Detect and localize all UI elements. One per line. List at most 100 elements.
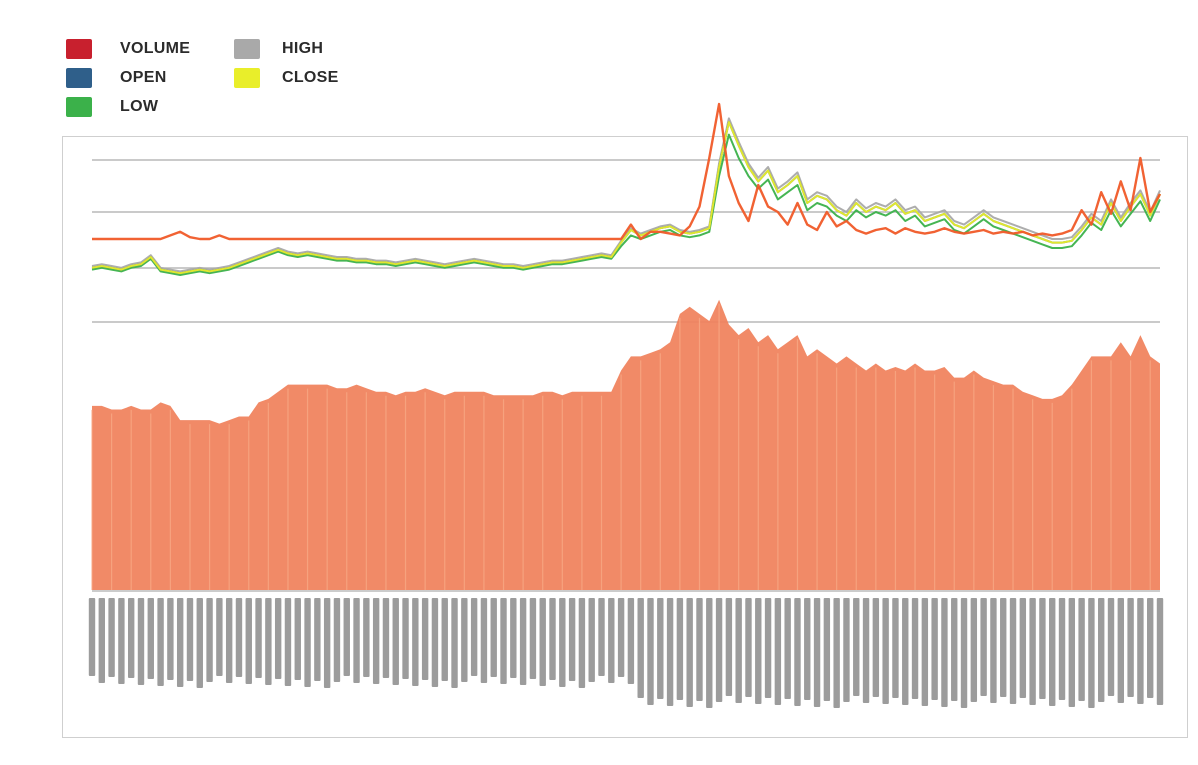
x-tick-label-12 [206, 598, 213, 682]
x-tick-label-61 [686, 598, 693, 707]
x-tick-label-72 [794, 598, 801, 706]
x-tick-label-0 [88, 598, 96, 676]
x-tick-label-100 [1068, 598, 1076, 707]
x-tick-label-107 [1137, 598, 1144, 704]
x-tick-label-67 [745, 598, 752, 697]
x-tick-label-54 [617, 598, 625, 677]
x-tick-label-28 [363, 598, 370, 677]
x-tick-label-93 [1000, 598, 1007, 697]
x-tick-label-102 [1088, 598, 1095, 708]
legend-label-volume: VOLUME [120, 40, 191, 57]
x-tick-label-19 [274, 598, 282, 679]
legend-item-volume: VOLUME [66, 38, 190, 60]
x-tick-label-83 [902, 598, 909, 705]
x-tick-label-49 [568, 598, 576, 681]
x-tick-label-7 [157, 598, 164, 686]
legend-label-high: HIGH [282, 40, 324, 57]
x-tick-label-71 [784, 598, 791, 699]
x-tick-label-91 [980, 598, 987, 696]
legend-item-open: OPEN [66, 67, 167, 89]
x-tick-label-50 [578, 598, 586, 688]
x-tick-label-88 [951, 598, 958, 701]
x-tick-label-38 [461, 598, 468, 682]
x-tick-label-96 [1029, 598, 1036, 705]
x-tick-label-86 [931, 598, 938, 700]
x-tick-label-95 [1019, 598, 1027, 698]
x-tick-label-104 [1107, 598, 1115, 696]
legend-item-close: CLOSE [234, 67, 339, 89]
x-tick-label-43 [510, 598, 517, 678]
x-tick-label-68 [755, 598, 762, 704]
x-tick-label-13 [216, 598, 223, 676]
legend-label-open: OPEN [120, 69, 167, 86]
x-tick-label-27 [353, 598, 360, 683]
x-tick-label-34 [421, 598, 429, 680]
volume-area-layer [91, 299, 1160, 590]
x-tick-label-41 [490, 598, 497, 677]
x-tick-label-80 [872, 598, 880, 697]
x-tick-label-25 [333, 598, 341, 682]
x-tick-label-63 [706, 598, 713, 708]
legend-swatch-open [66, 68, 92, 88]
x-tick-label-69 [764, 598, 772, 698]
x-tick-label-108 [1147, 598, 1154, 698]
x-tick-label-14 [225, 598, 233, 683]
price-lines-layer [91, 102, 1162, 276]
x-tick-label-45 [529, 598, 537, 679]
x-tick-label-109 [1156, 598, 1164, 705]
x-tick-label-73 [804, 598, 811, 700]
x-tick-label-10 [186, 598, 194, 681]
series-line-low [91, 133, 1161, 276]
legend-label-low: LOW [120, 98, 159, 115]
x-tick-label-39 [470, 598, 478, 676]
x-tick-label-31 [392, 598, 399, 685]
x-tick-label-23 [314, 598, 321, 681]
x-tick-label-94 [1009, 598, 1017, 704]
x-tick-label-62 [696, 598, 703, 701]
x-tick-label-11 [196, 598, 203, 688]
x-tick-label-101 [1078, 598, 1085, 701]
x-tick-label-18 [265, 598, 272, 685]
x-tick-label-105 [1117, 598, 1125, 703]
x-tick-label-29 [372, 598, 380, 684]
series-line-high [91, 117, 1161, 273]
x-tick-label-52 [598, 598, 605, 676]
x-tick-label-9 [176, 598, 184, 687]
x-tick-label-40 [480, 598, 488, 683]
x-tick-label-99 [1058, 598, 1066, 700]
x-tick-label-81 [882, 598, 889, 704]
x-tick-label-89 [960, 598, 968, 708]
x-tick-label-53 [608, 598, 615, 683]
x-tick-label-51 [588, 598, 595, 682]
x-tick-label-24 [323, 598, 331, 688]
x-tick-label-20 [284, 598, 292, 686]
x-tick-label-1 [98, 598, 105, 683]
x-tick-label-106 [1127, 598, 1134, 697]
x-tick-label-48 [559, 598, 566, 687]
x-tick-label-47 [549, 598, 556, 680]
legend-swatch-close [234, 68, 260, 88]
x-tick-label-37 [451, 598, 458, 688]
x-tick-label-30 [382, 598, 390, 678]
x-tick-label-82 [892, 598, 899, 698]
x-tick-label-79 [862, 598, 870, 703]
x-tick-label-60 [676, 598, 684, 700]
x-tick-label-76 [833, 598, 840, 708]
x-tick-label-92 [990, 598, 997, 703]
x-tick-label-2 [108, 598, 115, 677]
legend-swatch-volume [66, 39, 92, 59]
x-tick-label-5 [137, 598, 145, 685]
x-tick-label-98 [1049, 598, 1056, 706]
x-tick-label-32 [402, 598, 409, 679]
x-tick-label-46 [539, 598, 546, 686]
x-tick-label-26 [343, 598, 350, 676]
x-tick-label-15 [235, 598, 243, 677]
x-tick-label-57 [647, 598, 654, 705]
x-tick-label-75 [823, 598, 831, 701]
legend-label-close: CLOSE [282, 69, 339, 86]
x-tick-label-16 [245, 598, 252, 684]
x-tick-label-90 [970, 598, 978, 702]
x-tick-label-66 [735, 598, 742, 703]
x-tick-label-84 [911, 598, 919, 699]
x-tick-label-21 [294, 598, 301, 680]
